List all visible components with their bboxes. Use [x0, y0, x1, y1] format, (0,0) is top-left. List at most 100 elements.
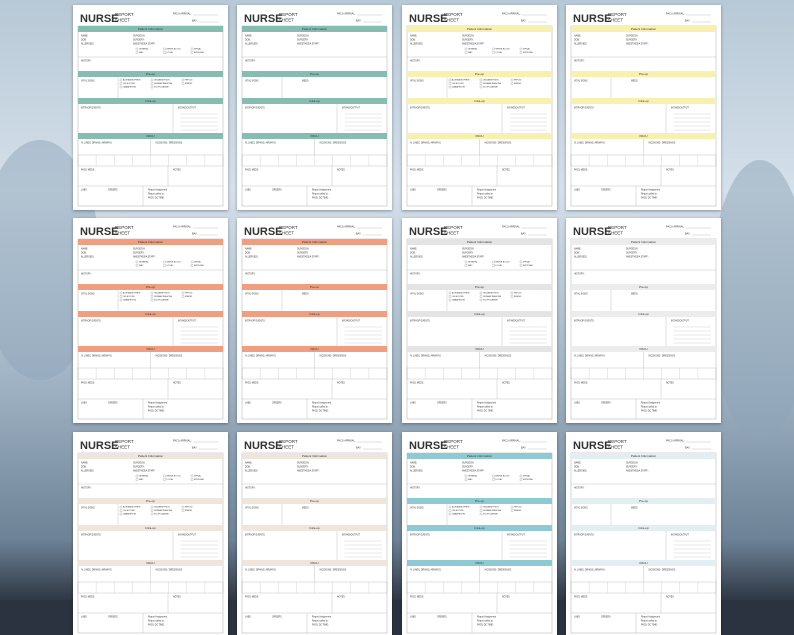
label: IV, LINES, DRAINS, AIRWAYS:: [245, 142, 277, 145]
checkbox: [448, 298, 452, 302]
label: SURGEON:: [133, 463, 145, 465]
brand-sub: REPORT: [279, 12, 298, 17]
section-band: [78, 239, 223, 245]
section-band: [242, 525, 387, 531]
label: EMEND: [514, 296, 522, 298]
label: Report Assignment: [312, 616, 331, 619]
section-band: [78, 311, 223, 317]
label: SURGEON:: [626, 249, 638, 251]
checkbox: [119, 78, 123, 82]
label: MEDS:: [302, 508, 310, 510]
label: NOTES: [337, 597, 345, 599]
label: INCISIONS / DRESSINGS:: [156, 143, 184, 145]
brand: NURSE: [409, 13, 448, 25]
section-band: [407, 239, 552, 245]
checkbox: [181, 295, 185, 298]
checkbox: [181, 82, 185, 85]
label: IV, LINES, DRAINS, AIRWAYS:: [245, 355, 277, 358]
label: SURGERY:: [297, 467, 309, 469]
label: BAY:: [356, 233, 362, 236]
section-title: Intra-op: [309, 526, 320, 530]
label: LABS: [410, 402, 416, 405]
label: PACU MEDS:: [574, 596, 588, 599]
section-title: PACU: [146, 561, 154, 565]
checkbox: [448, 78, 452, 82]
label: BAY:: [685, 447, 691, 450]
label: ALLERGIES:: [410, 43, 424, 46]
checkbox: [519, 260, 523, 264]
label: INTRAOP EVENTS:: [81, 534, 102, 537]
brand: NURSE: [80, 440, 119, 452]
label: PACU ARRIVAL:: [666, 13, 685, 16]
label: PACU ARRIVAL:: [666, 440, 685, 443]
checkbox: [150, 512, 154, 516]
label: ANESTHESIA STAFF:: [297, 470, 320, 473]
label: ALLERGIES:: [81, 470, 95, 473]
section-band: [571, 525, 716, 531]
brand: NURSE: [80, 226, 119, 238]
label: NERVE BLOCK: [167, 49, 182, 51]
checkbox: [119, 512, 123, 516]
label: Report called to:: [148, 620, 165, 623]
label: DOB:: [81, 253, 87, 255]
brand-sub: REPORT: [279, 225, 298, 230]
label: SURGERY:: [133, 253, 145, 255]
label: INTAKE/OUTPUT: [178, 320, 196, 323]
label: PACU DC TIME:: [641, 410, 658, 413]
label: ALLERGIES:: [574, 43, 588, 46]
brand-sub: SHEET: [444, 445, 459, 450]
section-band: [78, 98, 223, 104]
section-title: Patient Information: [302, 240, 328, 244]
section-band: [242, 560, 387, 566]
label: NAME:: [245, 462, 253, 465]
label: NOTES: [666, 597, 674, 599]
section-title: Intra-op: [309, 99, 320, 103]
label: LOCAL: [167, 478, 174, 481]
section-band: [78, 284, 223, 290]
section-title: Intra-op: [474, 526, 485, 530]
label: PACU MEDS:: [574, 382, 588, 385]
label: INTRAOP EVENTS:: [574, 534, 595, 537]
checkbox: [448, 505, 452, 509]
label: PACU ARRIVAL:: [502, 440, 521, 443]
section-band: [242, 284, 387, 290]
label: PEPCID: [514, 507, 522, 509]
section-band: [571, 98, 716, 104]
label: PEPCID: [514, 80, 522, 82]
section-title: Pre-op: [146, 72, 155, 76]
label: PACU DC TIME:: [148, 197, 165, 200]
label: PACU ARRIVAL:: [337, 440, 356, 443]
sheet-frame: [570, 452, 717, 634]
brand-sub: REPORT: [608, 225, 627, 230]
label: Report called to:: [641, 620, 658, 623]
label: INCISIONS / DRESSINGS:: [320, 356, 348, 358]
section-title: Patient Information: [467, 454, 493, 458]
label: SPINAL: [523, 261, 531, 264]
checkbox: [163, 51, 166, 54]
label: NAME:: [81, 462, 89, 465]
label: SURGERY:: [462, 467, 474, 469]
label: SURGEON:: [297, 249, 309, 251]
label: PEPCID: [514, 293, 522, 295]
label: IV, LINES, DRAINS, AIRWAYS:: [245, 569, 277, 572]
checkbox: [510, 82, 514, 85]
label: PACU MEDS:: [410, 596, 424, 599]
section-band: [242, 453, 387, 459]
label: BAY:: [192, 447, 198, 450]
label: LABS: [245, 402, 251, 405]
label: Report Assignment: [641, 402, 660, 405]
label: Report Assignment: [641, 189, 660, 192]
section-band: [407, 133, 552, 139]
label: Report Assignment: [148, 189, 167, 192]
label: PACU DC TIME:: [148, 410, 165, 413]
label: MEDS:: [631, 294, 639, 296]
checkbox: [464, 260, 468, 264]
label: INTRAOP EVENTS:: [410, 320, 431, 323]
label: PACU ARRIVAL:: [173, 440, 192, 443]
section-band: [78, 346, 223, 352]
label: NAME:: [574, 35, 582, 38]
label: Report Assignment: [641, 616, 660, 619]
label: ANESTHESIA STAFF:: [297, 43, 320, 46]
